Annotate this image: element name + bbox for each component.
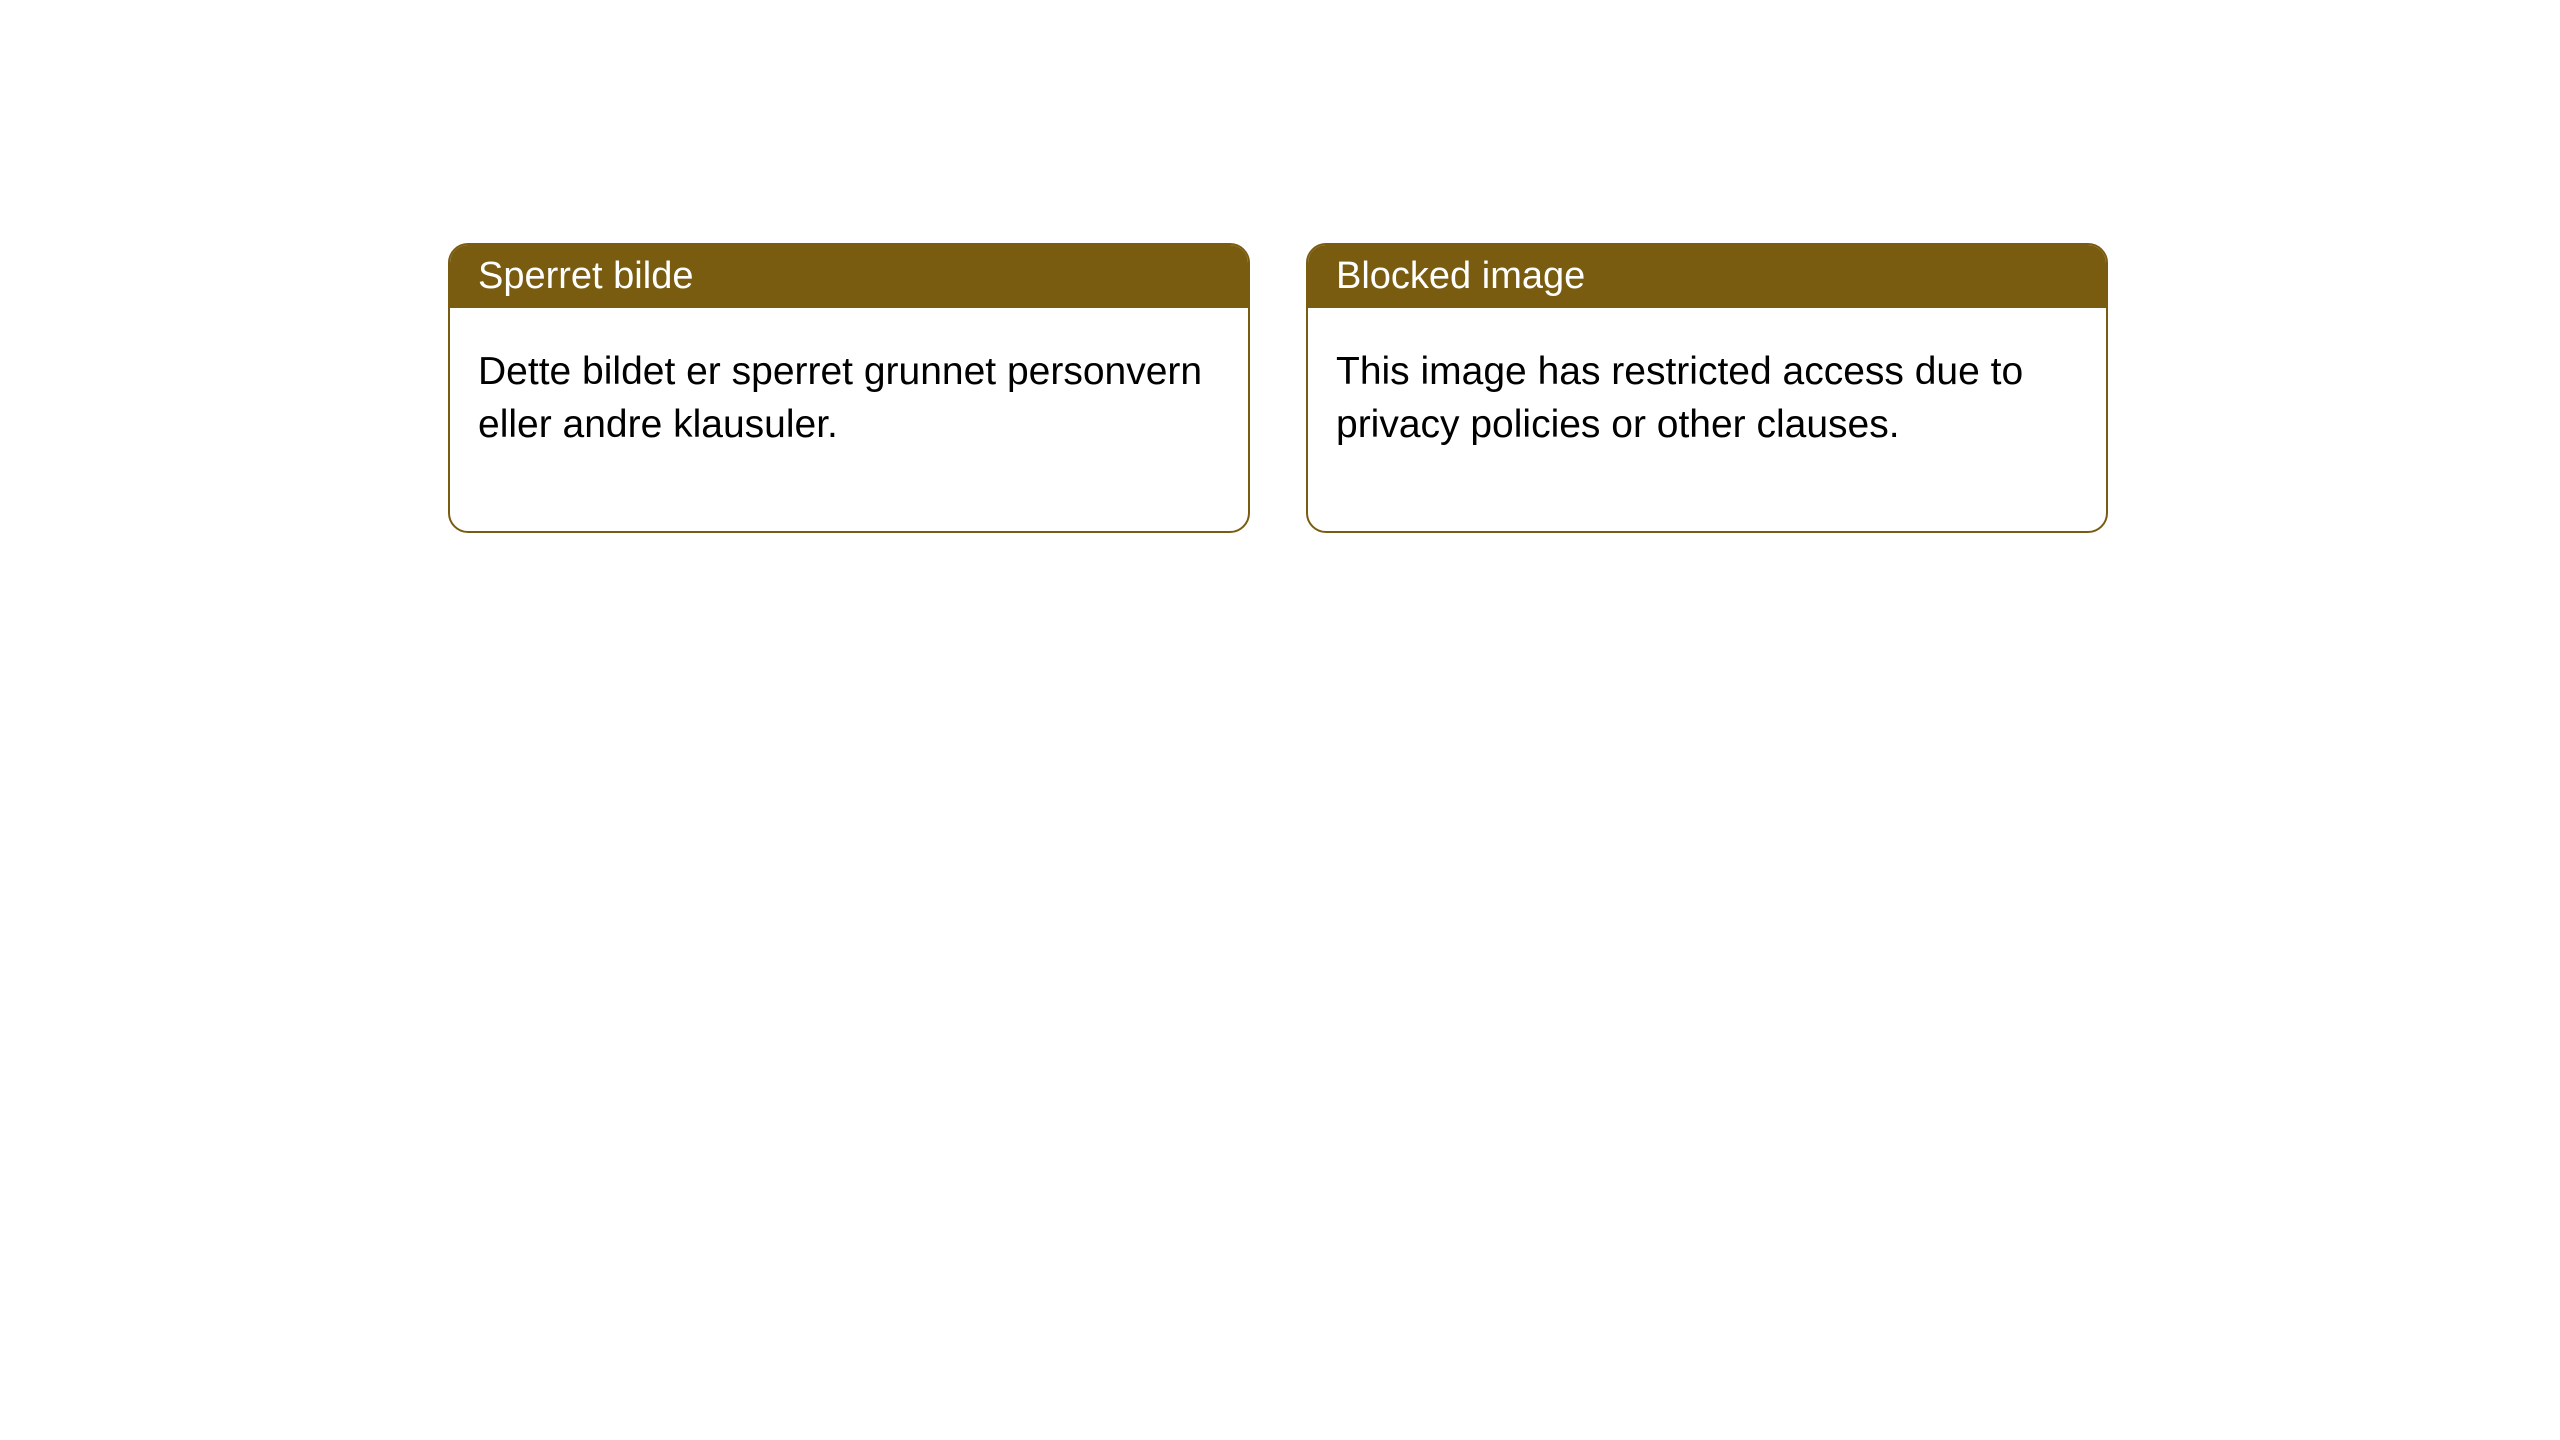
blocked-image-card-norwegian: Sperret bilde Dette bildet er sperret gr… — [448, 243, 1250, 533]
card-header-norwegian: Sperret bilde — [450, 245, 1248, 308]
card-body-english: This image has restricted access due to … — [1308, 308, 2106, 531]
blocked-image-card-english: Blocked image This image has restricted … — [1306, 243, 2108, 533]
card-text-english: This image has restricted access due to … — [1336, 350, 2023, 446]
notice-container: Sperret bilde Dette bildet er sperret gr… — [0, 0, 2560, 533]
card-title-english: Blocked image — [1336, 255, 1585, 297]
card-text-norwegian: Dette bildet er sperret grunnet personve… — [478, 350, 1202, 446]
card-body-norwegian: Dette bildet er sperret grunnet personve… — [450, 308, 1248, 531]
card-header-english: Blocked image — [1308, 245, 2106, 308]
card-title-norwegian: Sperret bilde — [478, 255, 693, 297]
